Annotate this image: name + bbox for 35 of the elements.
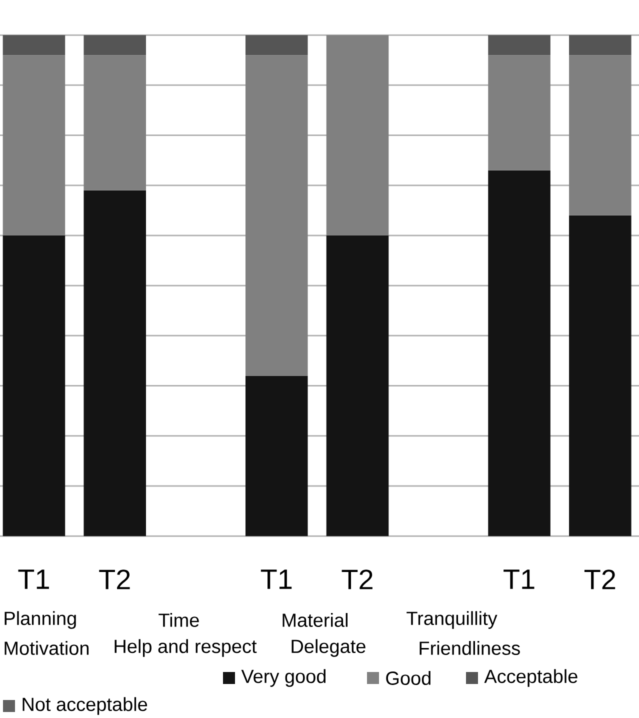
x-tick-label: T1 bbox=[260, 570, 292, 589]
text: Tranquillity bbox=[406, 611, 498, 629]
bar bbox=[245, 55, 308, 376]
x-tick-label: T1 bbox=[18, 570, 49, 589]
bar bbox=[488, 55, 550, 170]
bar bbox=[2, 235, 66, 536]
bar bbox=[488, 35, 550, 56]
bar bbox=[326, 235, 389, 536]
text: Planning bbox=[4, 611, 76, 629]
bar bbox=[569, 215, 632, 536]
bar bbox=[84, 55, 146, 190]
bar bbox=[2, 35, 66, 56]
bar bbox=[245, 35, 308, 56]
legend-label: Not acceptable bbox=[22, 697, 148, 715]
text: Help and respect bbox=[114, 639, 257, 657]
legend-label: Good bbox=[386, 671, 430, 685]
x-tick-label: T2 bbox=[342, 570, 372, 590]
bar bbox=[2, 55, 66, 236]
bar bbox=[488, 170, 550, 536]
text: Motivation bbox=[4, 641, 89, 655]
legend-label: Acceptable bbox=[484, 669, 578, 687]
text: Material bbox=[282, 613, 348, 627]
x-tick-label: T2 bbox=[99, 570, 130, 590]
x-tick-label: T2 bbox=[584, 570, 616, 590]
bar bbox=[569, 55, 632, 216]
bar bbox=[569, 35, 632, 56]
x-tick-label: T1 bbox=[504, 570, 534, 589]
bar bbox=[245, 376, 308, 536]
bar bbox=[326, 35, 389, 236]
bar bbox=[84, 190, 146, 536]
bar bbox=[84, 35, 146, 56]
text: Friendliness bbox=[420, 641, 520, 655]
text: Time bbox=[158, 613, 199, 627]
text: Delegate bbox=[292, 639, 366, 657]
legend-label: Very good bbox=[241, 669, 326, 687]
